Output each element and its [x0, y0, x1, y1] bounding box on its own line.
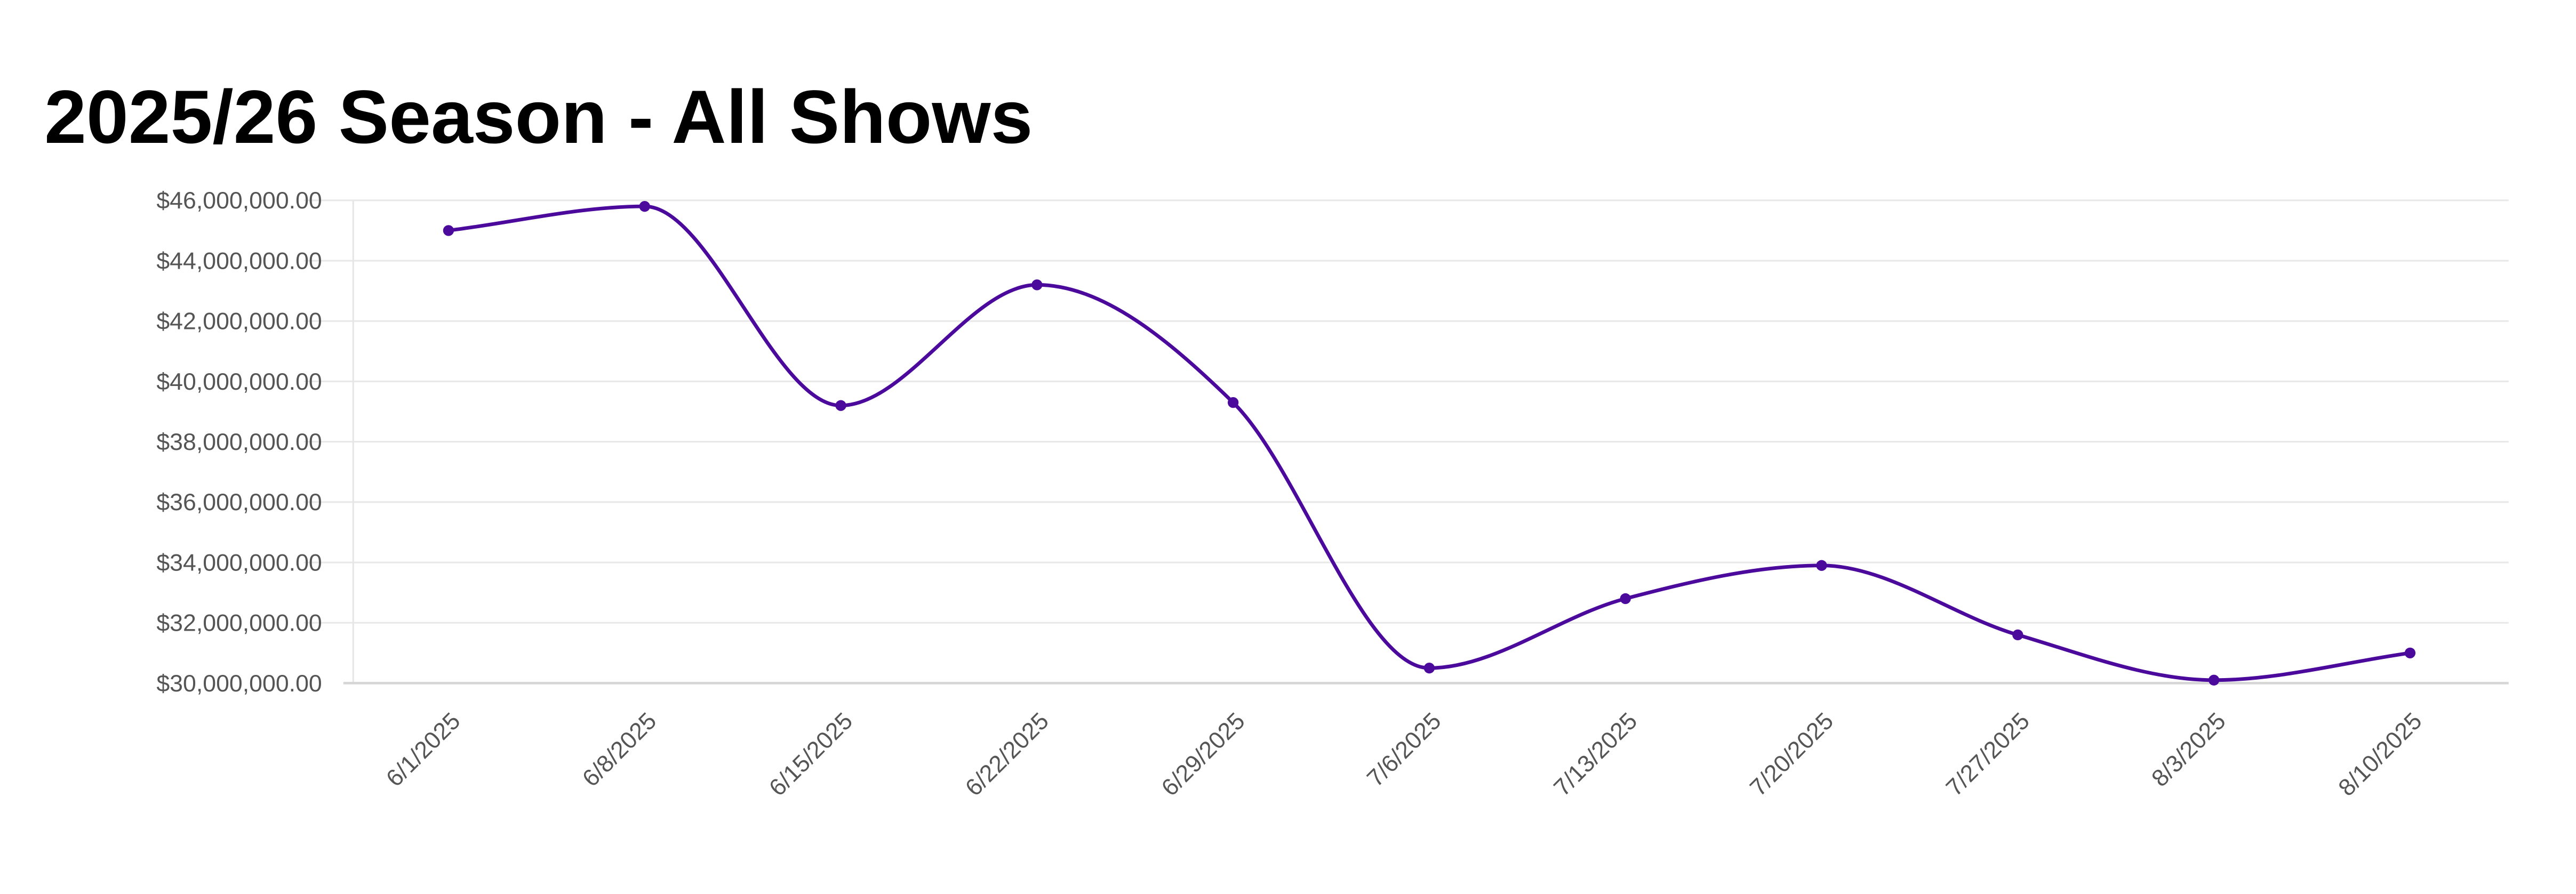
y-tick-labels: $30,000,000.00 $32,000,000.00 $34,000,000.…	[156, 188, 322, 697]
data-point[interactable]	[639, 200, 650, 212]
x-tick-label: 7/6/2025	[1362, 708, 1446, 792]
x-tick-label: 6/22/2025	[961, 708, 1054, 801]
x-tick-label: 7/27/2025	[1941, 708, 2035, 801]
gridlines	[303, 199, 2509, 624]
y-tick-label: $40,000,000.00	[156, 369, 322, 395]
data-point[interactable]	[2404, 647, 2416, 659]
x-tick-label: 8/10/2025	[2333, 708, 2427, 801]
data-point[interactable]	[443, 225, 454, 236]
data-point[interactable]	[2012, 629, 2023, 641]
x-tick-label: 6/15/2025	[764, 708, 858, 801]
y-tick-label: $38,000,000.00	[156, 429, 322, 455]
data-point[interactable]	[1816, 560, 1827, 571]
data-point[interactable]	[1423, 662, 1435, 674]
x-tick-label: 7/20/2025	[1745, 708, 1838, 801]
y-tick-label: $42,000,000.00	[156, 309, 322, 335]
y-tick-label: $46,000,000.00	[156, 188, 322, 214]
data-point[interactable]	[2208, 674, 2220, 686]
x-tick-label: 7/13/2025	[1549, 708, 1642, 801]
data-point[interactable]	[1620, 593, 1631, 605]
y-tick-label: $44,000,000.00	[156, 248, 322, 274]
data-point[interactable]	[835, 400, 846, 411]
data-point[interactable]	[1227, 397, 1239, 408]
x-tick-label: 6/29/2025	[1157, 708, 1250, 801]
data-points	[443, 200, 2416, 686]
y-tick-label: $32,000,000.00	[156, 610, 322, 637]
chart-title: 2025/26 Season - All Shows	[44, 75, 1033, 159]
y-tick-label: $30,000,000.00	[156, 671, 322, 697]
x-tick-label: 6/8/2025	[578, 708, 662, 792]
y-tick-label: $36,000,000.00	[156, 489, 322, 516]
data-point[interactable]	[1031, 279, 1043, 291]
x-tick-label: 8/3/2025	[2147, 708, 2231, 792]
series-line	[448, 204, 2411, 682]
x-tick-label: 6/1/2025	[381, 708, 466, 792]
x-tick-labels: 6/1/2025 6/8/2025 6/15/2025 6/22/2025 6/29/2…	[381, 708, 2427, 801]
y-tick-label: $34,000,000.00	[156, 550, 322, 576]
